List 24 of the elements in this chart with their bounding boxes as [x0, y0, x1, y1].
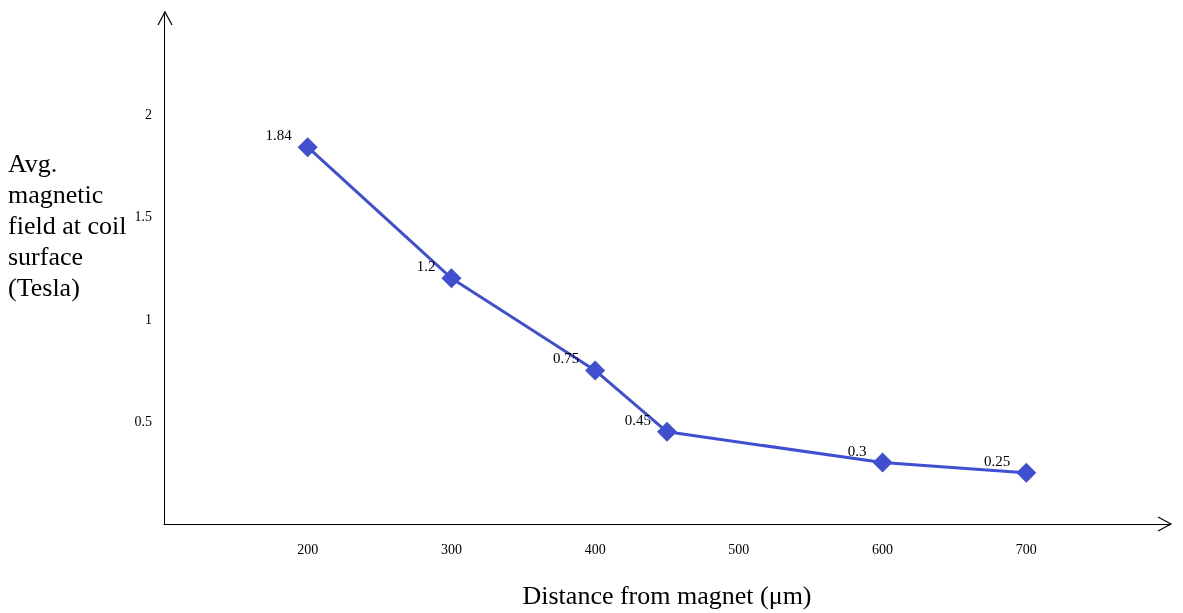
x-tick-label: 700 — [1015, 541, 1037, 557]
data-label: 0.45 — [624, 411, 651, 428]
data-label: 0.3 — [847, 442, 867, 459]
y-axis-title: Avg. magnetic field at coil surface (Tesla) — [8, 149, 133, 302]
point — [297, 137, 318, 158]
y-tick-label: 1.5 — [134, 209, 152, 225]
x-tick-label: 400 — [584, 541, 606, 557]
point — [1016, 462, 1037, 483]
data-label: 0.25 — [984, 452, 1011, 469]
x-tick-label: 300 — [440, 541, 462, 557]
y-tick-label: 0.5 — [134, 414, 152, 430]
y-tick-label: 1 — [145, 311, 152, 327]
data-label: 0.75 — [552, 350, 580, 367]
point — [441, 268, 462, 289]
data-label: 1.84 — [265, 127, 293, 144]
x-tick-label: 500 — [728, 541, 750, 557]
point — [872, 452, 893, 473]
point — [585, 360, 606, 381]
x-tick-label: 600 — [872, 541, 894, 557]
x-tick-label: 200 — [297, 541, 319, 557]
x-axis-title: Distance from magnet (μm) — [522, 580, 812, 610]
data-label: 1.2 — [416, 258, 436, 275]
y-tick-label: 2 — [145, 106, 152, 122]
point — [657, 421, 677, 442]
